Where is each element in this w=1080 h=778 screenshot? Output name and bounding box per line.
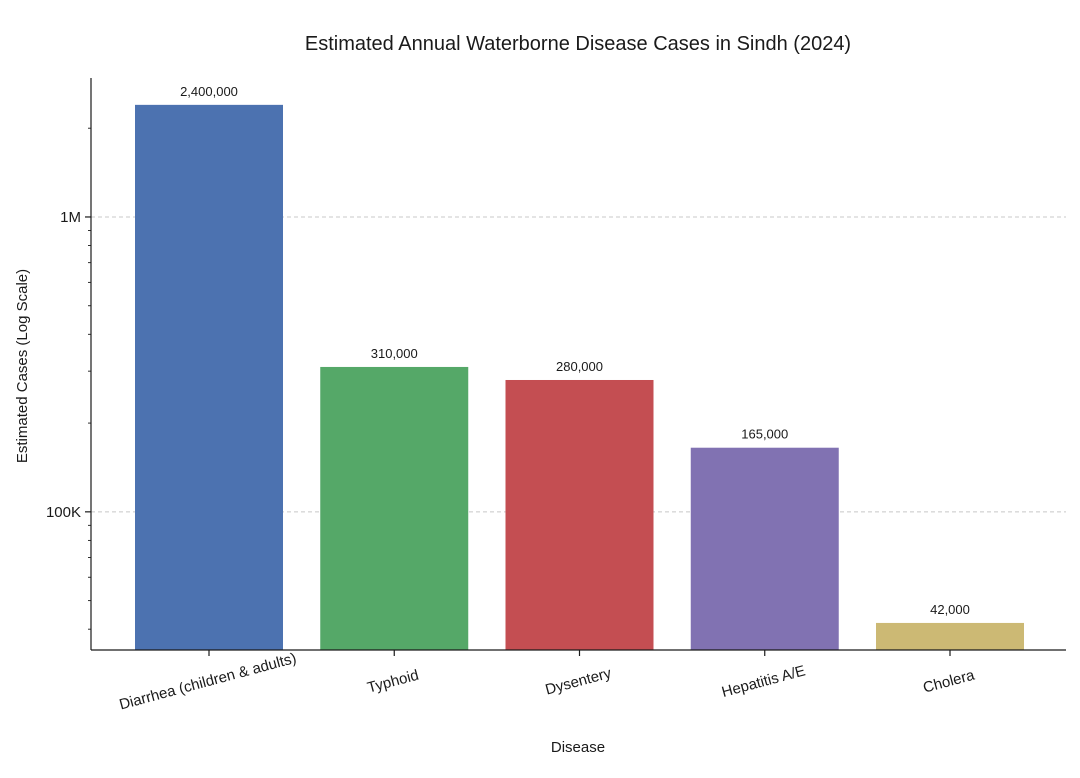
data-label: 280,000 (556, 359, 603, 374)
chart-title: Estimated Annual Waterborne Disease Case… (305, 33, 851, 55)
y-tick-label: 100K (46, 504, 81, 521)
y-tick-label: 1M (60, 209, 81, 226)
x-tick-label: Hepatitis A/E (720, 662, 807, 701)
x-axis-label: Disease (551, 739, 605, 756)
data-label: 42,000 (930, 602, 970, 617)
x-tick-label: Cholera (921, 666, 977, 696)
y-ticks: 100K 1M (46, 127, 91, 630)
x-tick-label: Diarrhea (children & adults) (117, 650, 298, 714)
bar-diarrhea-children-adults (135, 104, 283, 651)
x-ticks: Diarrhea (children & adults) Typhoid Dysen… (117, 650, 977, 714)
y-axis-label: Estimated Cases (Log Scale) (14, 269, 31, 463)
x-tick-label: Dysentery (544, 665, 614, 699)
data-label: 310,000 (371, 346, 418, 361)
bar-dysentery (505, 379, 654, 650)
bars (135, 104, 1024, 651)
data-label: 165,000 (741, 427, 788, 442)
x-tick-label: Typhoid (366, 667, 421, 697)
data-labels: 2,400,000 310,000 280,000 165,000 42,000 (180, 84, 970, 617)
bar-typhoid (320, 366, 469, 650)
bar-hepatitis-a-e (690, 447, 839, 650)
data-label: 2,400,000 (180, 84, 238, 99)
bar-cholera (876, 622, 1024, 650)
